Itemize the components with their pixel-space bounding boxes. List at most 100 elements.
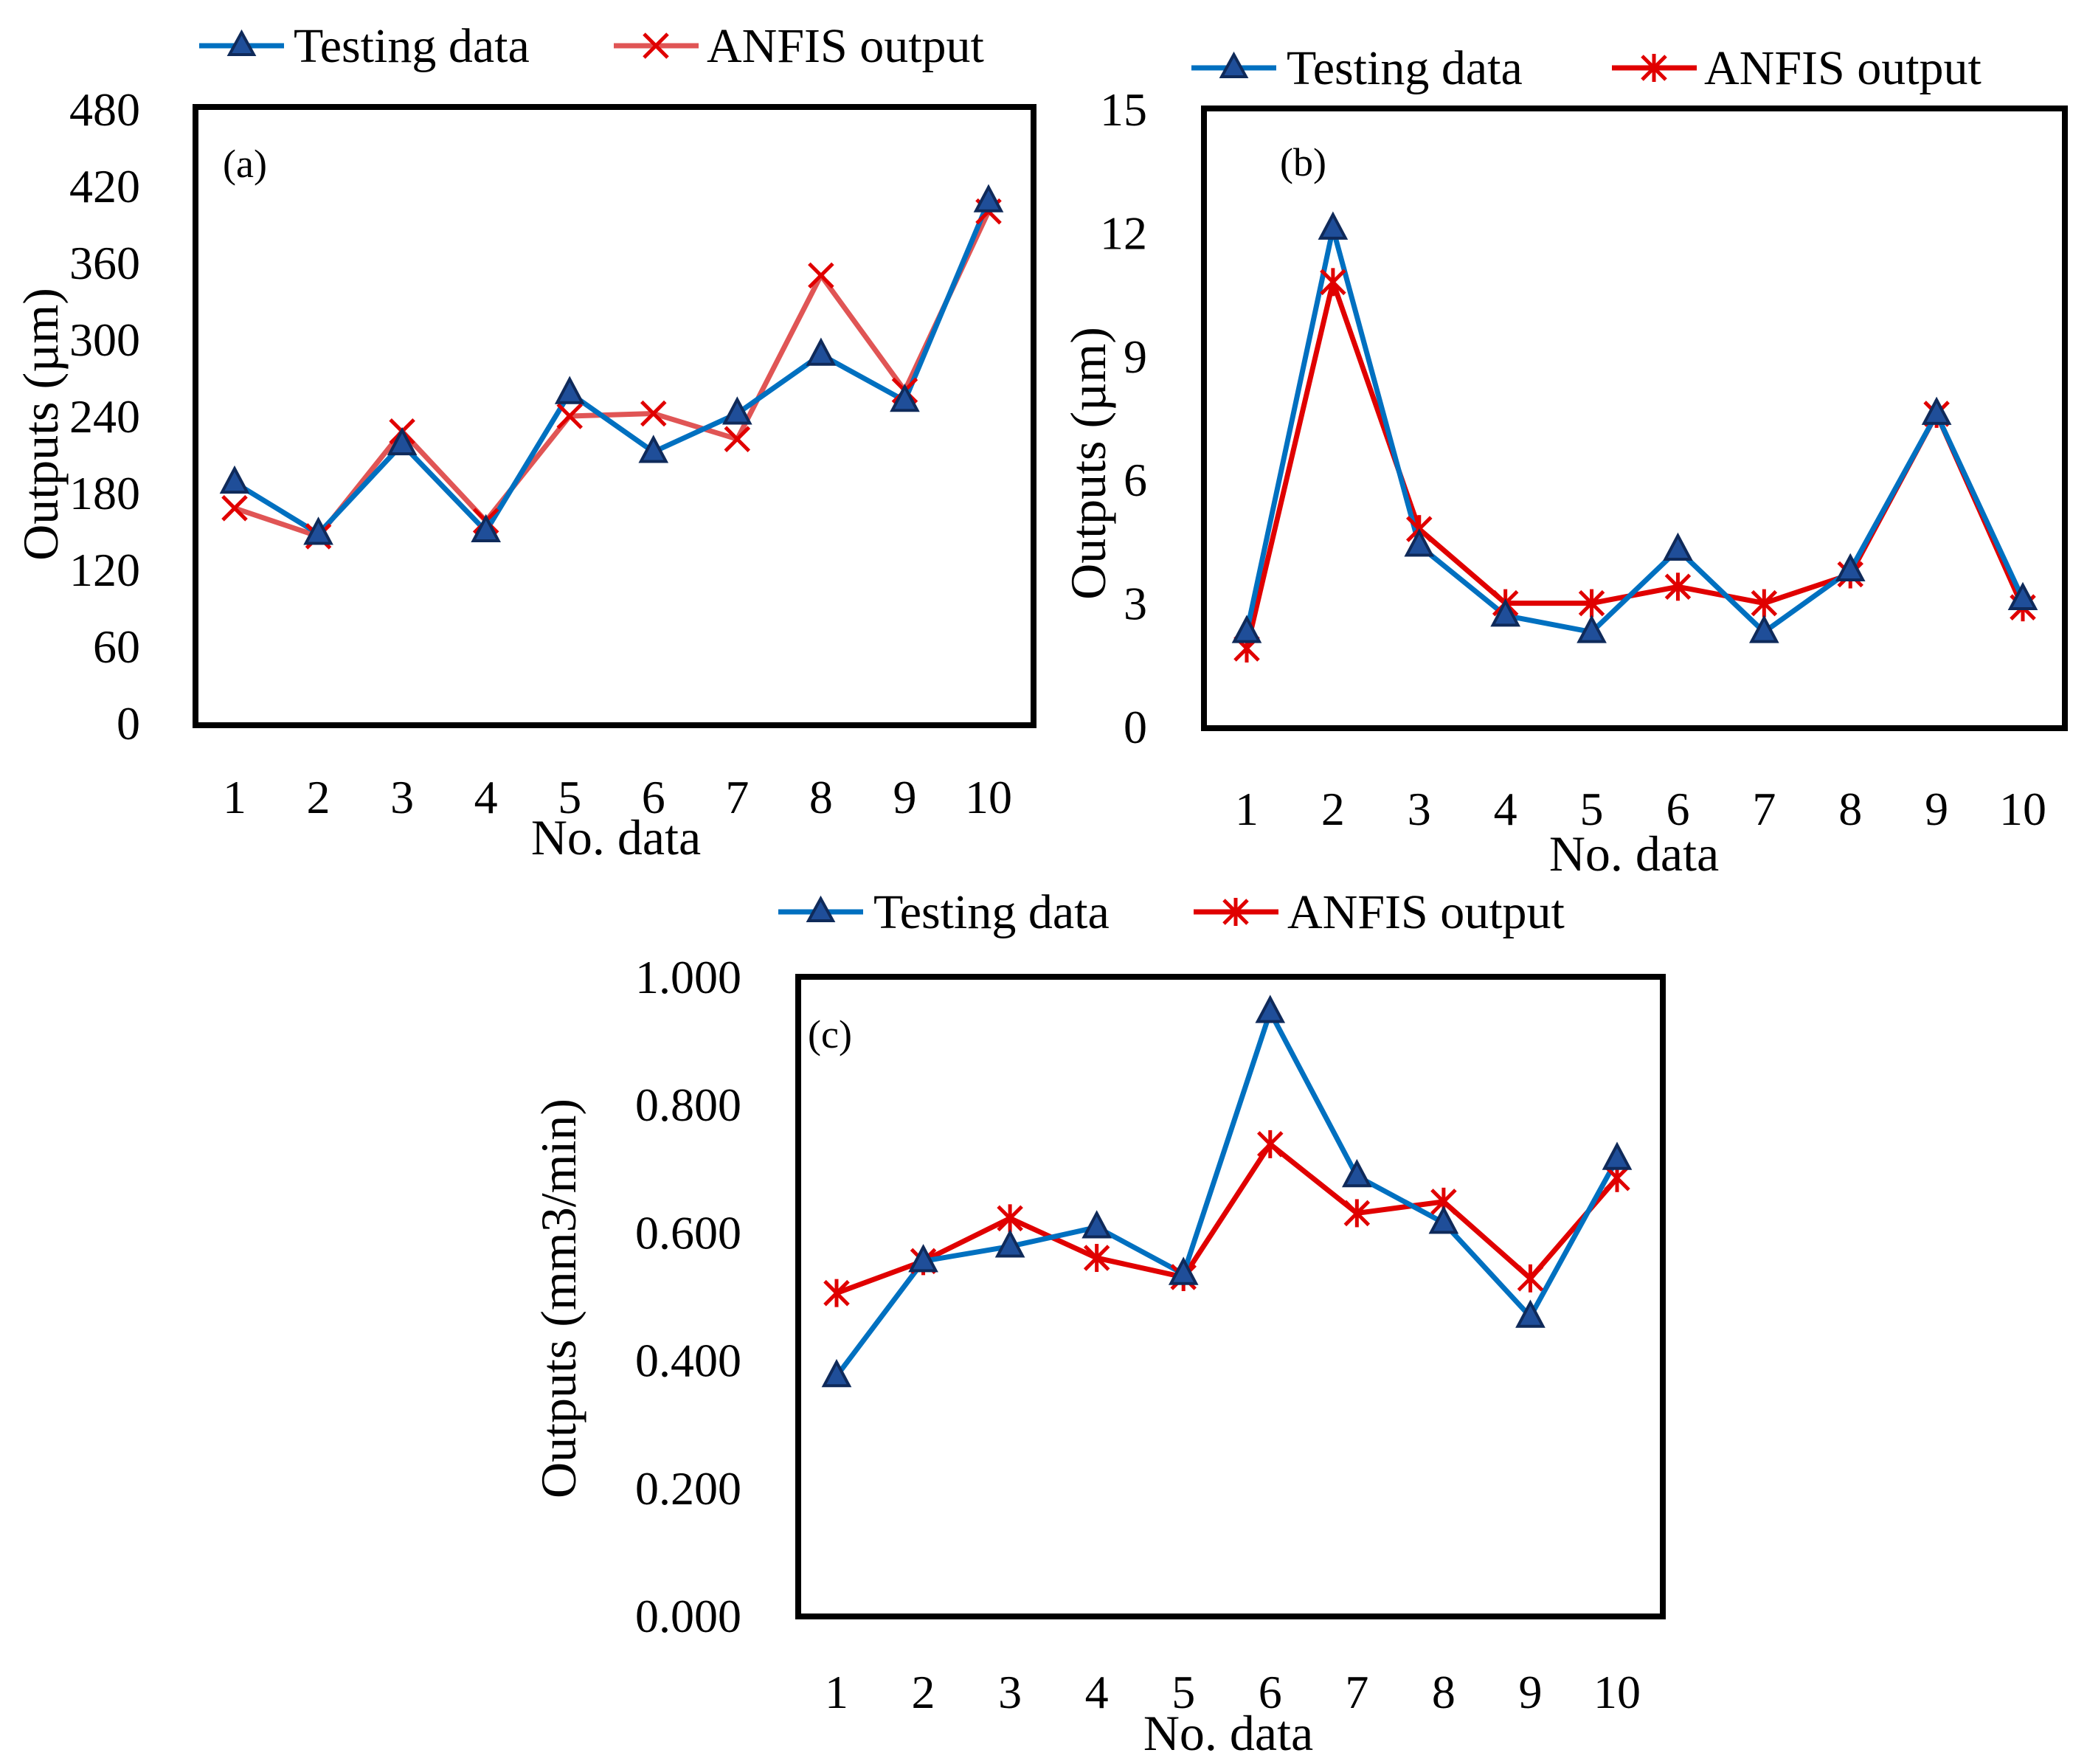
data-point-anfis — [556, 403, 583, 429]
series-line-anfis-output — [835, 1141, 1619, 1296]
x-tick-label: 8 — [1838, 783, 1862, 835]
x-ticks-c: 1 2 3 4 5 6 7 8 9 10 — [825, 1666, 1641, 1718]
y-tick-label: 1.000 — [635, 951, 741, 1003]
panel-label-a: (a) — [223, 142, 267, 186]
data-point-testing — [806, 337, 837, 366]
x-tick-label: 4 — [1085, 1666, 1109, 1718]
x-tick-label: 10 — [1593, 1666, 1641, 1718]
data-point-anfis — [221, 495, 248, 522]
plot-area-a — [193, 104, 1036, 728]
legend-b-testing-label: Testing data — [1287, 41, 1523, 95]
legend-a-testing-label: Testing data — [294, 19, 530, 73]
y-tick-label: 0.000 — [635, 1590, 741, 1642]
data-point-testing — [1577, 615, 1607, 643]
plot-area-b — [1201, 106, 2068, 731]
y-tick-label: 0.800 — [635, 1079, 741, 1131]
x-axis-title-a: No. data — [531, 809, 701, 865]
x-axis-title-b: No. data — [1549, 826, 1719, 882]
data-point-testing — [973, 184, 1004, 212]
data-point-anfis — [1083, 1244, 1110, 1273]
plot-area-c — [795, 974, 1666, 1619]
legend-c-testing-marker — [806, 895, 836, 922]
x-tick-label: 7 — [1345, 1666, 1368, 1718]
x-tick-label: 7 — [1752, 783, 1776, 835]
x-ticks-b: 1 2 3 4 5 6 7 8 9 10 — [1235, 783, 2046, 835]
x-tick-label: 1 — [1235, 783, 1259, 835]
y-tick-label: 0.600 — [635, 1206, 741, 1259]
data-point-testing — [1921, 396, 1952, 425]
legend-b-anfis-marker — [1640, 54, 1668, 82]
legend-a-anfis-marker — [643, 32, 669, 59]
data-point-anfis — [997, 1204, 1023, 1233]
data-point-testing — [1342, 1158, 1372, 1188]
data-point-testing — [219, 465, 250, 494]
series-b — [1231, 211, 2038, 663]
data-point-testing — [387, 426, 418, 456]
x-tick-label: 4 — [1494, 783, 1517, 835]
data-point-testing — [1663, 532, 1693, 561]
data-point-testing — [1515, 1299, 1546, 1328]
legend-b: Testing data ANFIS output — [1191, 41, 1982, 95]
data-point-testing — [2007, 581, 2038, 611]
x-tick-label: 6 — [1259, 1666, 1282, 1718]
data-point-testing — [1428, 1206, 1459, 1234]
x-tick-label: 9 — [1518, 1666, 1542, 1718]
data-point-testing — [303, 516, 333, 545]
y-tick-label: 360 — [69, 237, 140, 289]
data-point-testing — [1081, 1210, 1112, 1239]
x-tick-label: 10 — [1999, 783, 2046, 835]
chart-panel-a: Testing data ANFIS output (a) 0 60 120 180 2… — [13, 19, 1036, 865]
y-tick-label: 60 — [93, 620, 140, 673]
y-tick-label: 0.400 — [635, 1335, 741, 1387]
data-point-testing — [1255, 995, 1286, 1023]
series-line-testing-data — [233, 200, 991, 536]
data-point-anfis — [808, 262, 834, 289]
x-tick-label: 1 — [825, 1666, 848, 1718]
data-point-testing — [1318, 211, 1349, 240]
y-ticks-c: 0.000 0.200 0.400 0.600 0.800 1.000 — [635, 951, 741, 1642]
legend-b-testing-marker — [1219, 51, 1249, 78]
x-tick-label: 9 — [1925, 783, 1948, 835]
y-tick-label: 0 — [1124, 701, 1147, 753]
x-tick-label: 2 — [912, 1666, 935, 1718]
y-tick-label: 15 — [1100, 83, 1147, 136]
data-point-testing — [471, 513, 501, 542]
data-point-anfis — [1517, 1264, 1544, 1293]
y-tick-label: 120 — [69, 544, 140, 596]
data-point-anfis — [1751, 589, 1778, 618]
x-tick-label: 8 — [809, 771, 833, 823]
data-point-testing — [1490, 598, 1520, 627]
data-point-testing — [1835, 553, 1866, 581]
data-point-testing — [908, 1244, 938, 1273]
x-tick-label: 5 — [1580, 783, 1604, 835]
y-axis-title-c: Outputs (mm3/min) — [530, 1099, 586, 1498]
data-point-anfis — [1578, 589, 1605, 618]
legend-a: Testing data ANFIS output — [199, 19, 984, 73]
legend-a-testing-marker — [226, 29, 257, 56]
y-tick-label: 12 — [1100, 207, 1147, 259]
panel-label-c: (c) — [808, 1012, 852, 1056]
x-tick-label: 7 — [725, 771, 749, 823]
legend-c-testing-label: Testing data — [873, 885, 1110, 939]
x-tick-label: 9 — [893, 771, 916, 823]
y-tick-label: 240 — [69, 390, 140, 443]
y-tick-label: 180 — [69, 467, 140, 519]
x-tick-label: 8 — [1432, 1666, 1456, 1718]
chart-panel-c: Testing data ANFIS output (c) 0.000 0.200… — [530, 885, 1666, 1761]
series-line-testing-data — [834, 1009, 1620, 1378]
data-point-anfis — [724, 426, 751, 452]
legend-a-anfis-label: ANFIS output — [707, 19, 984, 73]
series-c — [821, 995, 1633, 1388]
y-tick-label: 6 — [1124, 454, 1147, 506]
data-point-testing — [1602, 1141, 1633, 1170]
y-tick-label: 480 — [69, 83, 140, 136]
legend-c: Testing data ANFIS output — [778, 885, 1565, 939]
x-tick-label: 3 — [390, 771, 414, 823]
data-point-testing — [554, 376, 585, 404]
y-ticks-b: 0 3 6 9 12 15 — [1100, 83, 1147, 753]
x-axis-title-c: No. data — [1143, 1705, 1313, 1761]
series-line-anfis-output — [233, 210, 991, 539]
data-point-anfis — [1664, 573, 1692, 601]
